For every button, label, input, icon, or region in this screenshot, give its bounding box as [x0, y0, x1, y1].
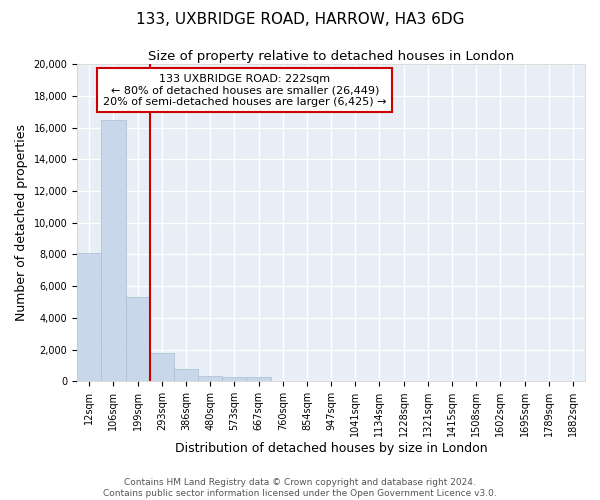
Y-axis label: Number of detached properties: Number of detached properties: [15, 124, 28, 321]
Text: Contains HM Land Registry data © Crown copyright and database right 2024.
Contai: Contains HM Land Registry data © Crown c…: [103, 478, 497, 498]
X-axis label: Distribution of detached houses by size in London: Distribution of detached houses by size …: [175, 442, 487, 455]
Title: Size of property relative to detached houses in London: Size of property relative to detached ho…: [148, 50, 514, 63]
Bar: [198, 376, 222, 381]
Bar: [77, 253, 101, 381]
Bar: [247, 378, 271, 381]
Bar: [101, 120, 125, 381]
Bar: [125, 297, 150, 381]
Text: 133, UXBRIDGE ROAD, HARROW, HA3 6DG: 133, UXBRIDGE ROAD, HARROW, HA3 6DG: [136, 12, 464, 28]
Text: 133 UXBRIDGE ROAD: 222sqm
← 80% of detached houses are smaller (26,449)
20% of s: 133 UXBRIDGE ROAD: 222sqm ← 80% of detac…: [103, 74, 386, 107]
Bar: [174, 368, 198, 381]
Bar: [222, 378, 247, 381]
Bar: [150, 352, 174, 381]
